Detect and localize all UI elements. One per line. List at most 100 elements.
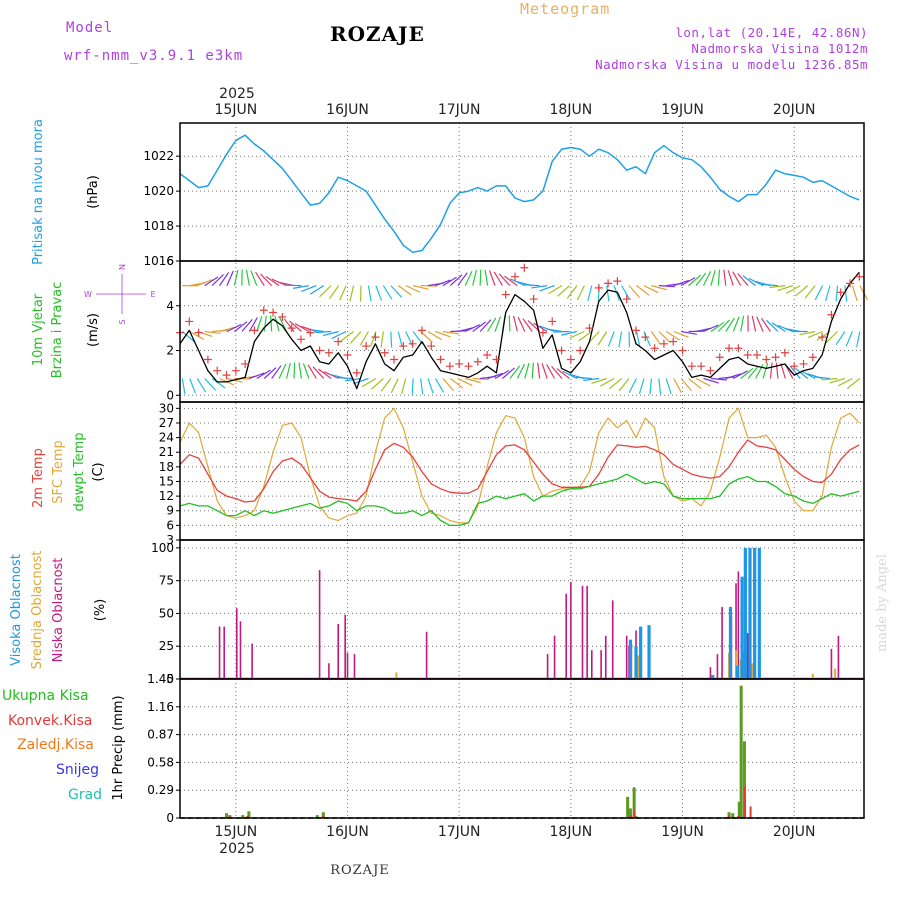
cloud-bar (218, 626, 221, 679)
wind-arrow (293, 362, 296, 379)
cloud-bar (223, 626, 226, 679)
wind-arrow (723, 269, 727, 286)
wind-arrows (181, 269, 869, 395)
wind-arrow (508, 315, 511, 332)
wind-gust-marker (780, 348, 789, 357)
wind-arrow (401, 378, 407, 395)
wind-gust-marker (203, 355, 212, 364)
cloud-bar (753, 547, 757, 679)
wind-arrow (606, 285, 610, 302)
cloud-bar (395, 672, 398, 679)
wind-arrow (294, 322, 310, 333)
wind-arrow (680, 277, 696, 287)
wind-gust-marker (399, 342, 408, 351)
wind-arrow (435, 330, 451, 338)
wind-gust-marker (715, 353, 724, 362)
pressure-line (179, 134, 860, 254)
wind-gust-marker (836, 288, 845, 297)
wind-gust-marker (222, 371, 231, 380)
wind-arrow (628, 378, 637, 393)
wind-arrow (256, 369, 271, 380)
wind-speed-line (179, 271, 860, 390)
wind-arrow (204, 378, 217, 391)
cloud-bar (353, 654, 356, 679)
wind-arrow (484, 269, 489, 286)
wind-gust-marker (194, 328, 203, 337)
station-title: ROZAJE (330, 22, 425, 46)
wind-arrow (539, 285, 555, 292)
wind-arrow (583, 377, 600, 381)
date-label-bottom: 19JUN (661, 824, 704, 840)
temperature-tick-label: 15 (159, 474, 174, 488)
wind-arrow (780, 363, 786, 379)
wind-arrow (204, 330, 221, 335)
clouds-tick-label: 25 (159, 639, 174, 653)
wind-gust-marker (408, 339, 417, 348)
wind-gust-marker (436, 355, 445, 364)
wind-gust-marker (269, 308, 278, 317)
pressure-tick-label: 1020 (143, 184, 174, 198)
wind-arrow (537, 362, 541, 379)
temperature-tick-label: 27 (159, 416, 174, 430)
wind-arrow (442, 330, 459, 335)
wind-gust-marker (632, 326, 640, 335)
series-layer (176, 134, 869, 818)
year-label-top: 2025 (219, 86, 255, 102)
wind-gust-marker (185, 317, 194, 326)
pressure-axis-title: Pritisak na nivou mora (31, 119, 46, 265)
date-label-top: 20JUN (773, 102, 816, 118)
temp-axis-title-2m: 2m Temp (31, 448, 46, 508)
wind-arrow (248, 317, 258, 332)
wind-axis-title-2: Brzina i Pravac (50, 282, 65, 379)
wind-arrow (785, 285, 801, 294)
temperature-panel-frame (179, 401, 865, 541)
wind-arrow (835, 331, 846, 346)
wind-arrow (504, 275, 518, 287)
wind-arrow (309, 285, 325, 295)
wind-gust-marker (808, 353, 817, 362)
wind-arrow (234, 321, 248, 332)
date-label-top: 15JUN (215, 102, 258, 118)
precip-bar (739, 685, 743, 818)
wind-arrow (375, 285, 383, 301)
year-label-bottom: 2025 (219, 841, 255, 857)
wind-arrow (807, 330, 823, 339)
wind-arrow (307, 364, 317, 379)
wind-arrow (412, 285, 429, 290)
cloud-axis-unit: (%) (93, 599, 108, 622)
wind-gust-marker (501, 290, 510, 299)
precip-tick-label: 0 (166, 811, 174, 825)
wind-arrow (397, 331, 403, 348)
temperature-tick-label: 30 (159, 401, 174, 415)
wind-gust-marker (846, 279, 855, 288)
wind-arrow (359, 331, 369, 346)
model-elevation: Nadmorska Visina u modelu 1236.85m (595, 57, 868, 72)
wind-arrow (517, 316, 526, 332)
wind-arrow (263, 315, 267, 332)
cloud-bar (239, 621, 242, 679)
precip-bar (630, 815, 633, 818)
sfc-temp-line (179, 407, 860, 524)
wind-arrow (349, 285, 355, 302)
wind-gust-marker (529, 295, 538, 304)
wind-arrow (260, 273, 273, 287)
wind-arrow (479, 269, 482, 286)
wind-arrow (312, 366, 325, 379)
wind-gust-marker (287, 324, 296, 333)
precip-tick-label: 0.29 (147, 783, 174, 797)
wind-gust-marker (585, 324, 594, 333)
wind-arrow (397, 285, 412, 296)
wind-arrow (541, 363, 548, 379)
wind-arrow (837, 377, 853, 387)
wind-gust-marker (650, 344, 659, 353)
wind-arrow (651, 285, 667, 291)
wind-arrow (457, 377, 473, 387)
wind-arrow (557, 285, 570, 297)
wind-arrow (845, 331, 853, 347)
wind-arrow (256, 316, 263, 332)
precip-bar (626, 796, 630, 818)
wind-arrow (688, 274, 702, 287)
cloud-bar (553, 635, 556, 679)
wind-arrow (339, 285, 347, 301)
tick-labels: 15JUN 15JUN 16JUN 16JUN 17JUN 17JUN 18JUN 18JUN… (143, 102, 815, 840)
